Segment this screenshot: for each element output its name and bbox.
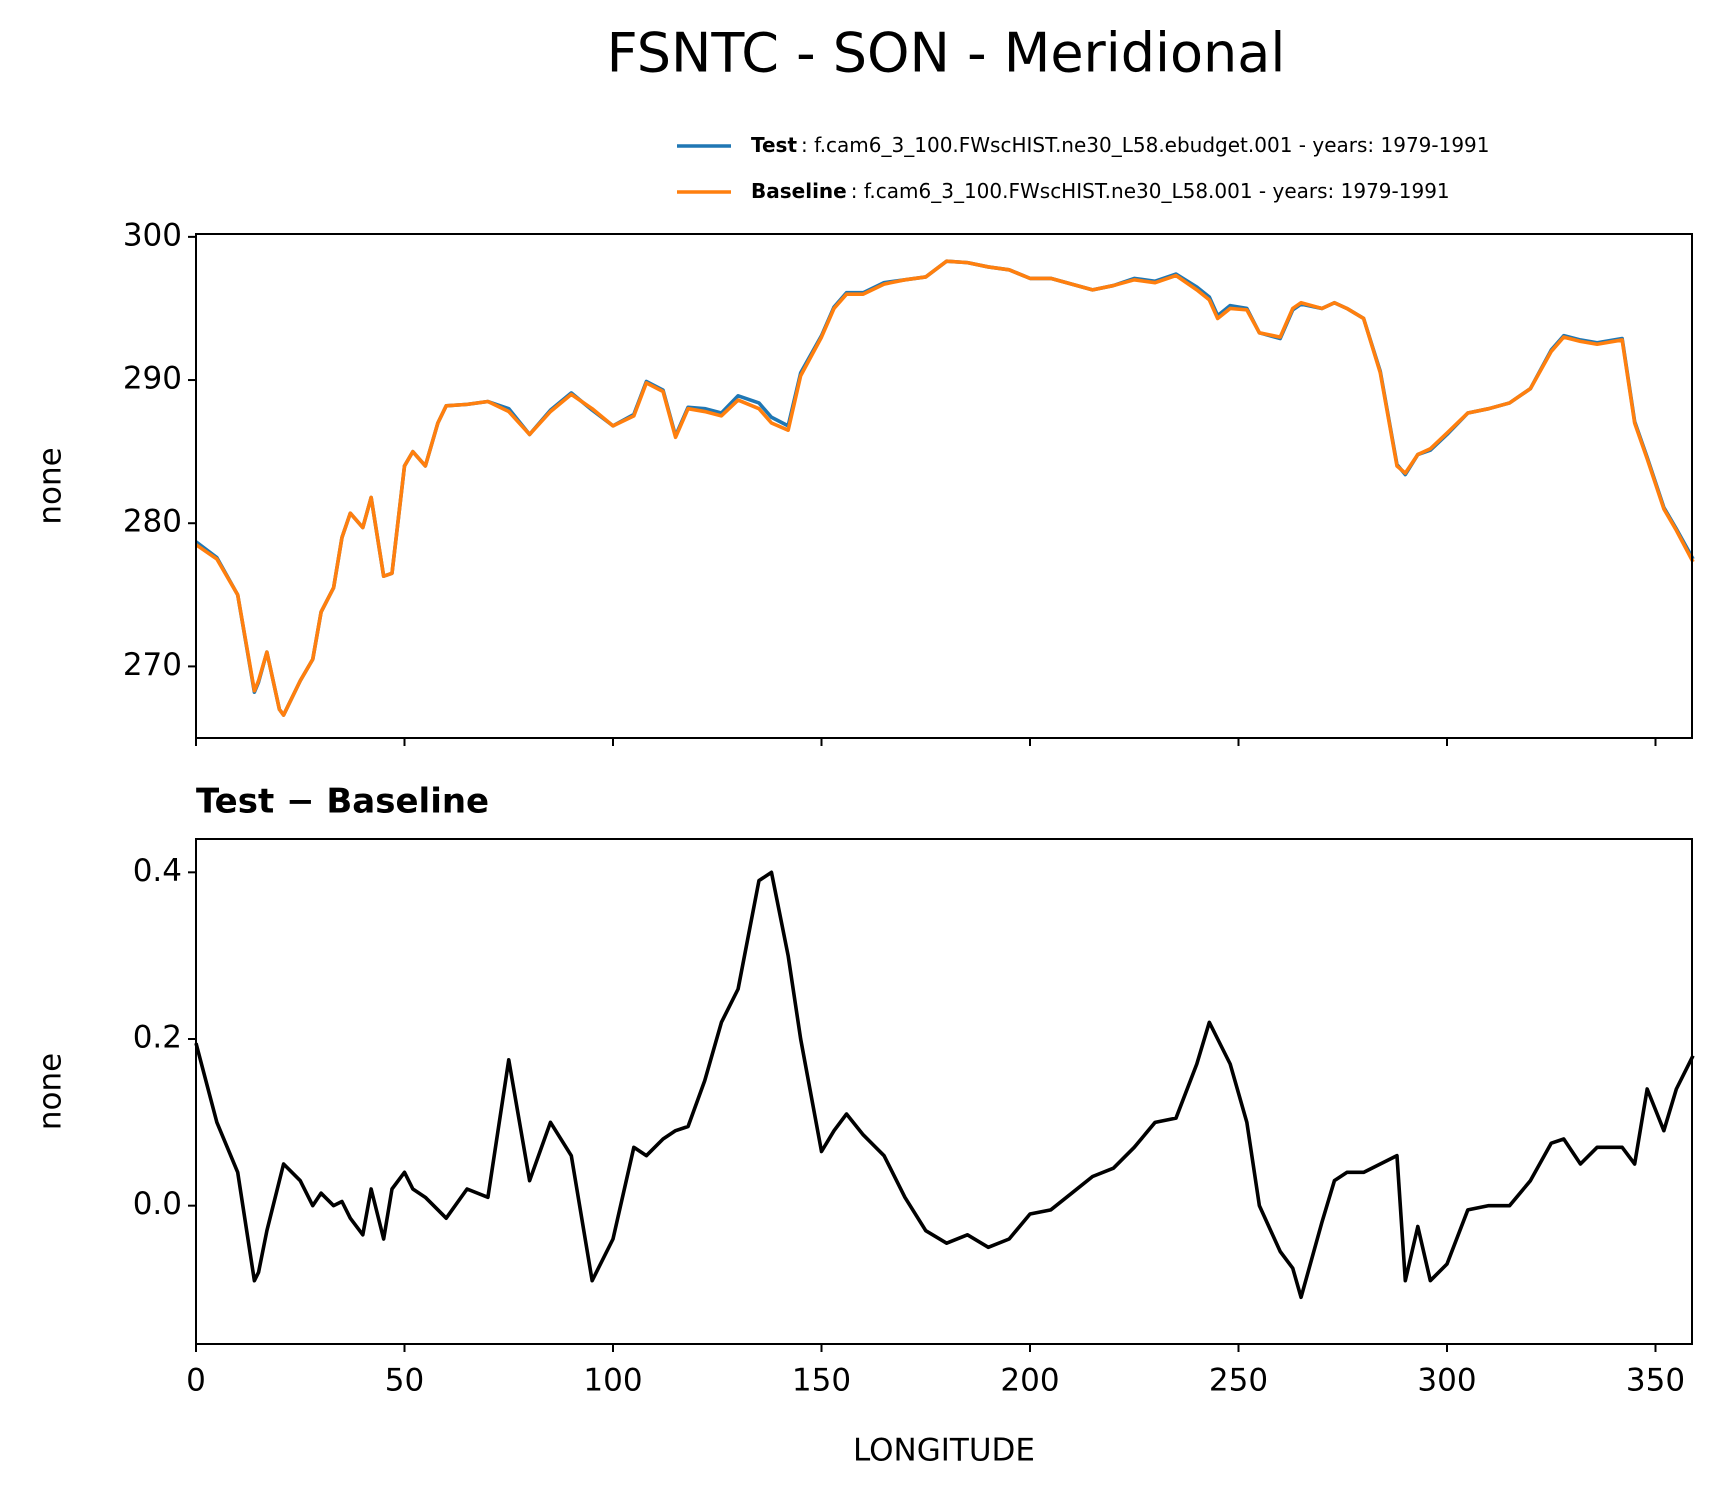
legend-name: Baseline bbox=[751, 179, 847, 203]
x-tick-label: 200 bbox=[1000, 1363, 1059, 1399]
legend-entry: Baseline: f.cam6_3_100.FWscHIST.ne30_L58… bbox=[751, 179, 1450, 203]
y-tick-label: 0.0 bbox=[133, 1186, 182, 1222]
plot-frame bbox=[195, 233, 1693, 739]
legend-description: : f.cam6_3_100.FWscHIST.ne30_L58.ebudget… bbox=[801, 133, 1490, 157]
x-tick-label: 300 bbox=[1417, 1363, 1476, 1399]
y-tick-label: 280 bbox=[123, 504, 182, 540]
subtitle: Test − Baseline bbox=[196, 782, 489, 822]
x-tick-label: 150 bbox=[792, 1363, 851, 1399]
data-line bbox=[194, 259, 1695, 717]
plot-frame bbox=[195, 838, 1693, 1345]
legend-description: : f.cam6_3_100.FWscHIST.ne30_L58.001 - y… bbox=[851, 179, 1450, 203]
y-axis-label: none bbox=[33, 447, 69, 524]
x-tick-label: 250 bbox=[1209, 1363, 1268, 1399]
y-tick-label: 0.2 bbox=[133, 1020, 182, 1056]
y-tick-label: 270 bbox=[123, 647, 182, 683]
x-tick-label: 350 bbox=[1626, 1363, 1685, 1399]
y-tick-label: 0.4 bbox=[133, 853, 182, 889]
legend-entry: Test: f.cam6_3_100.FWscHIST.ne30_L58.ebu… bbox=[751, 133, 1490, 157]
y-tick-label: 290 bbox=[123, 361, 182, 397]
data-line bbox=[194, 259, 1695, 717]
x-tick-label: 100 bbox=[583, 1363, 642, 1399]
data-line bbox=[194, 870, 1695, 1300]
chart-title: FSNTC - SON - Meridional bbox=[607, 22, 1286, 85]
legend-name: Test bbox=[751, 133, 797, 157]
x-tick-label: 50 bbox=[385, 1363, 424, 1399]
x-axis-label: LONGITUDE bbox=[853, 1433, 1035, 1469]
y-tick-label: 300 bbox=[123, 217, 182, 253]
x-tick-label: 0 bbox=[186, 1363, 206, 1399]
y-axis-label: none bbox=[33, 1053, 69, 1130]
